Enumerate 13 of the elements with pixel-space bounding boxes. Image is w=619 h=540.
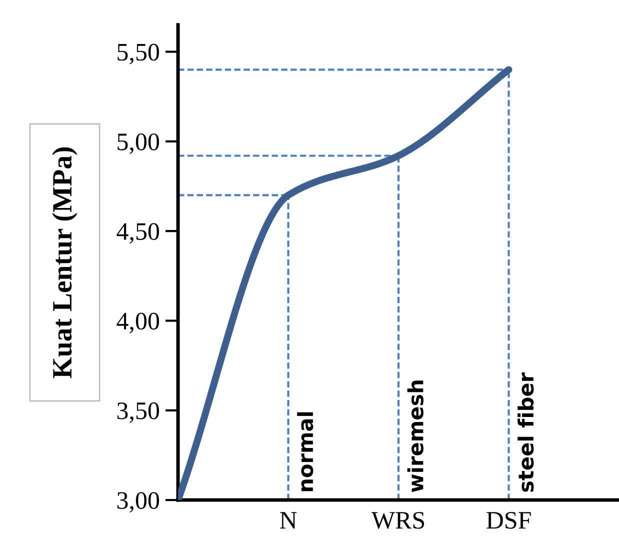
x-tick-label: DSF [486, 512, 531, 529]
y-tick-label: 3,00 [117, 492, 160, 513]
y-tick-label: 5,00 [118, 133, 160, 154]
x-tick-label: N [280, 512, 297, 528]
y-tick-label: 3,50 [117, 402, 160, 423]
y-tick-label: 5,50 [118, 44, 160, 64]
ref-line-label: normal [297, 412, 314, 492]
ref-line-label: steel fiber [518, 372, 534, 492]
y-axis-title: Kuat Lentur (MPa) [52, 147, 78, 378]
y-tick-label: 4,50 [116, 223, 160, 244]
y-tick-label: 4,00 [116, 312, 160, 334]
ref-line-label: wiremesh [407, 380, 424, 492]
x-tick-label: WRS [371, 512, 424, 529]
